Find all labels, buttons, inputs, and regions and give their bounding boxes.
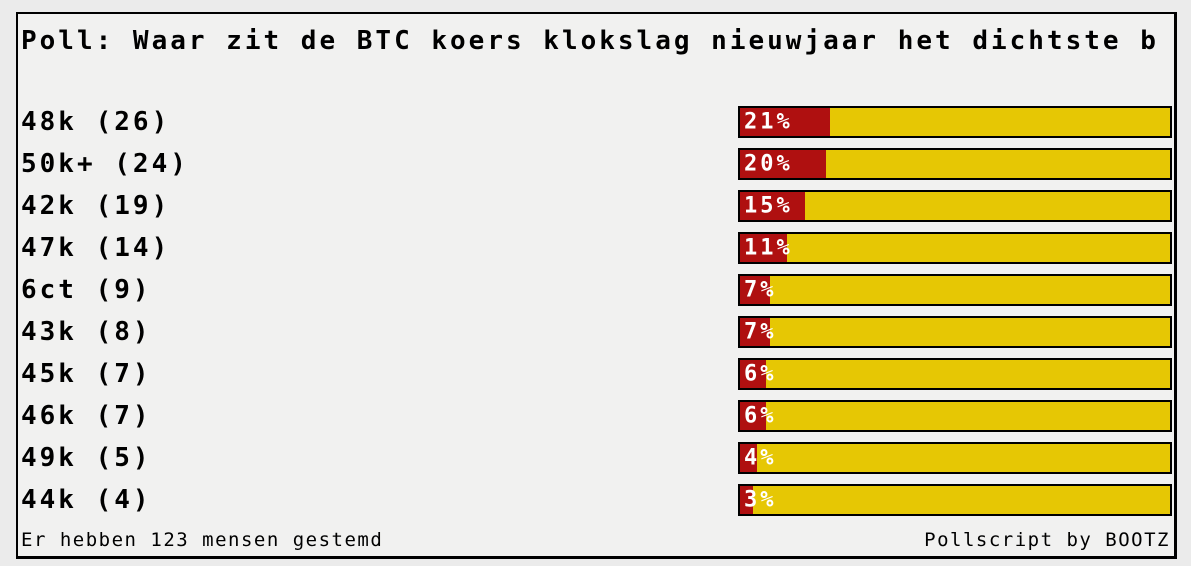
option-result-bar: 21%: [738, 106, 1172, 138]
option-result-bar: 7%: [738, 274, 1172, 306]
poll-option-row: 47k (14) 11%: [18, 227, 1174, 269]
option-bar-fill: [740, 150, 826, 178]
option-result-bar: 4%: [738, 442, 1172, 474]
option-percent-label: 3%: [744, 487, 777, 513]
option-label: 45k (7): [21, 359, 152, 389]
option-percent-label: 6%: [744, 403, 777, 429]
pollscript-credit-text: Pollscript by BOOTZ: [924, 529, 1170, 551]
poll-result-panel: Poll: Waar zit de BTC koers klokslag nie…: [16, 12, 1177, 559]
option-label: 48k (26): [21, 107, 171, 137]
option-result-bar: 15%: [738, 190, 1172, 222]
option-result-bar: 7%: [738, 316, 1172, 348]
option-percent-label: 6%: [744, 361, 777, 387]
option-bar-fill: [740, 444, 758, 472]
option-percent-label: 15%: [744, 193, 793, 219]
option-label: 43k (8): [21, 317, 152, 347]
poll-option-row: 49k (5) 4%: [18, 437, 1174, 479]
option-label: 44k (4): [21, 485, 152, 515]
option-result-bar: 11%: [738, 232, 1172, 264]
option-bar-fill: [740, 360, 766, 388]
poll-option-row: 44k (4) 3%: [18, 479, 1174, 521]
option-label: 49k (5): [21, 443, 152, 473]
option-percent-label: 21%: [744, 109, 793, 135]
option-percent-label: 4%: [744, 445, 777, 471]
option-bar-fill: [740, 108, 831, 136]
option-bar-fill: [740, 402, 766, 430]
poll-option-row: 6ct (9) 7%: [18, 269, 1174, 311]
poll-option-row: 46k (7) 6%: [18, 395, 1174, 437]
option-result-bar: 3%: [738, 484, 1172, 516]
option-bar-fill: [740, 486, 753, 514]
poll-option-row: 50k+ (24) 20%: [18, 143, 1174, 185]
vote-count-text: Er hebben 123 mensen gestemd: [21, 529, 384, 551]
option-bar-fill: [740, 192, 805, 220]
poll-option-row: 48k (26) 21%: [18, 101, 1174, 143]
poll-footer: Er hebben 123 mensen gestemd Pollscript …: [18, 529, 1174, 556]
option-bar-fill: [740, 276, 771, 304]
option-label: 50k+ (24): [21, 149, 189, 179]
poll-title: Poll: Waar zit de BTC koers klokslag nie…: [21, 26, 1159, 56]
poll-option-row: 45k (7) 6%: [18, 353, 1174, 395]
option-result-bar: 6%: [738, 358, 1172, 390]
option-result-bar: 6%: [738, 400, 1172, 432]
option-percent-label: 7%: [744, 277, 777, 303]
option-percent-label: 11%: [744, 235, 793, 261]
option-label: 42k (19): [21, 191, 171, 221]
option-label: 46k (7): [21, 401, 152, 431]
poll-option-row: 42k (19) 15%: [18, 185, 1174, 227]
option-bar-fill: [740, 318, 771, 346]
option-percent-label: 7%: [744, 319, 777, 345]
poll-option-row: 43k (8) 7%: [18, 311, 1174, 353]
option-result-bar: 20%: [738, 148, 1172, 180]
poll-options-list: 48k (26) 21% 50k+ (24) 20% 42k (19) 15% …: [18, 101, 1174, 521]
option-bar-fill: [740, 234, 788, 262]
option-label: 47k (14): [21, 233, 171, 263]
option-label: 6ct (9): [21, 275, 152, 305]
option-percent-label: 20%: [744, 151, 793, 177]
